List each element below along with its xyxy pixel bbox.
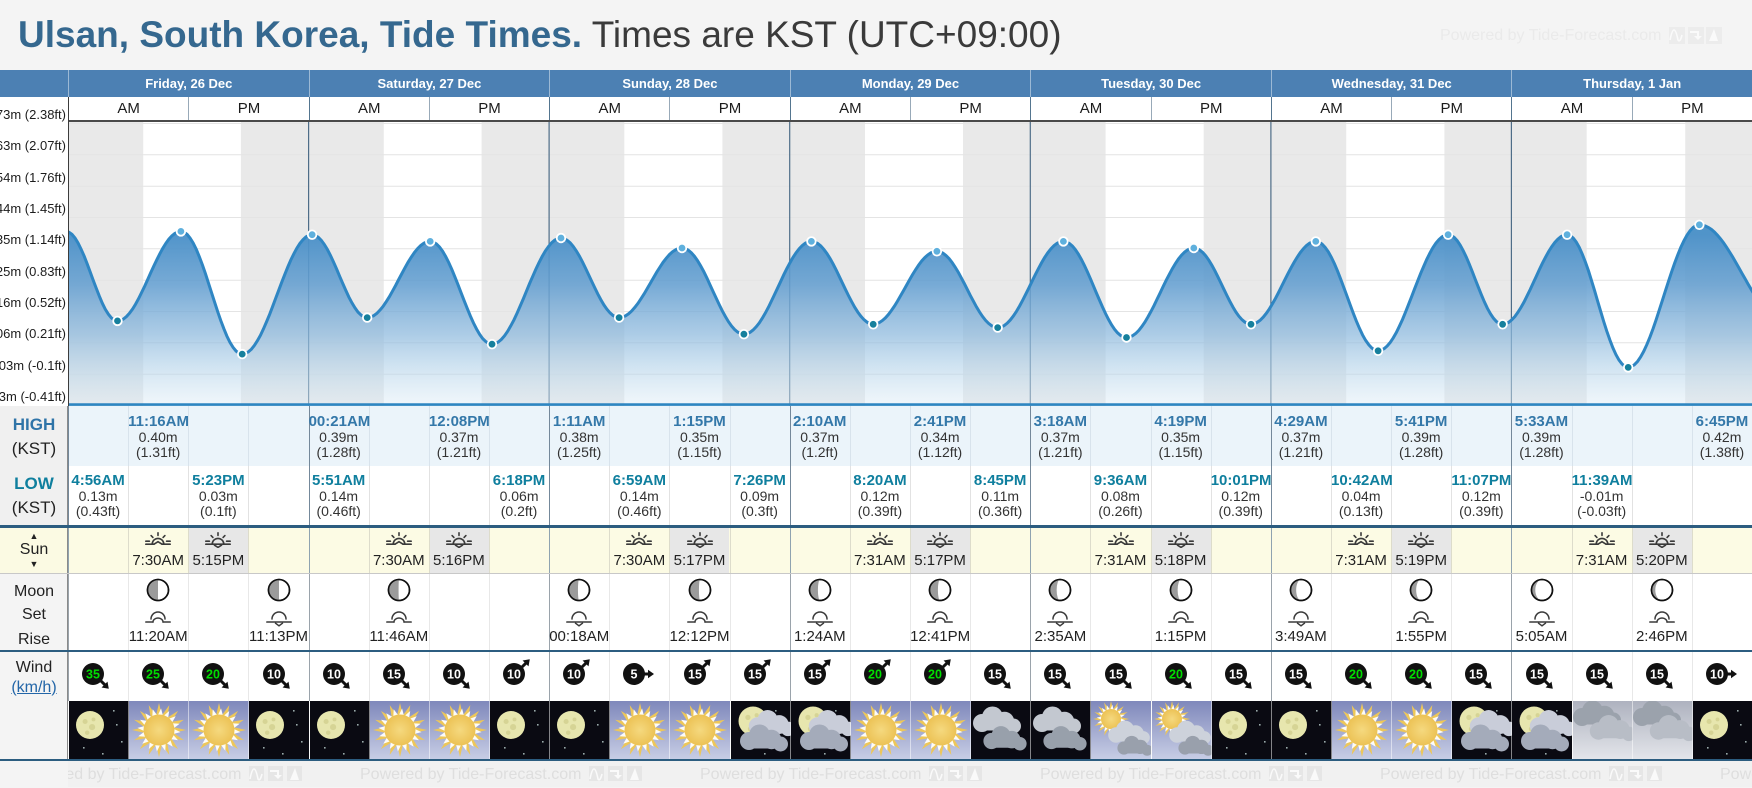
svg-text:10: 10 [507, 668, 521, 682]
svg-text:25: 25 [146, 668, 160, 682]
svg-text:35: 35 [86, 668, 100, 682]
svg-text:10: 10 [447, 668, 461, 682]
svg-text:20: 20 [928, 668, 942, 682]
svg-text:10: 10 [1710, 668, 1724, 682]
svg-text:15: 15 [1109, 668, 1123, 682]
svg-text:15: 15 [1048, 668, 1062, 682]
svg-text:15: 15 [988, 668, 1002, 682]
svg-text:20: 20 [1169, 668, 1183, 682]
svg-text:15: 15 [1289, 668, 1303, 682]
svg-text:10: 10 [327, 668, 341, 682]
svg-text:15: 15 [688, 668, 702, 682]
svg-text:20: 20 [868, 668, 882, 682]
svg-text:20: 20 [206, 668, 220, 682]
svg-text:15: 15 [1530, 668, 1544, 682]
svg-text:15: 15 [1590, 668, 1604, 682]
svg-text:20: 20 [1349, 668, 1363, 682]
svg-text:15: 15 [1229, 668, 1243, 682]
svg-text:5: 5 [631, 668, 638, 682]
svg-text:10: 10 [267, 668, 281, 682]
svg-text:20: 20 [1409, 668, 1423, 682]
svg-text:15: 15 [1469, 668, 1483, 682]
svg-text:10: 10 [567, 668, 581, 682]
svg-text:15: 15 [748, 668, 762, 682]
svg-text:15: 15 [387, 668, 401, 682]
svg-text:15: 15 [808, 668, 822, 682]
svg-text:15: 15 [1650, 668, 1664, 682]
